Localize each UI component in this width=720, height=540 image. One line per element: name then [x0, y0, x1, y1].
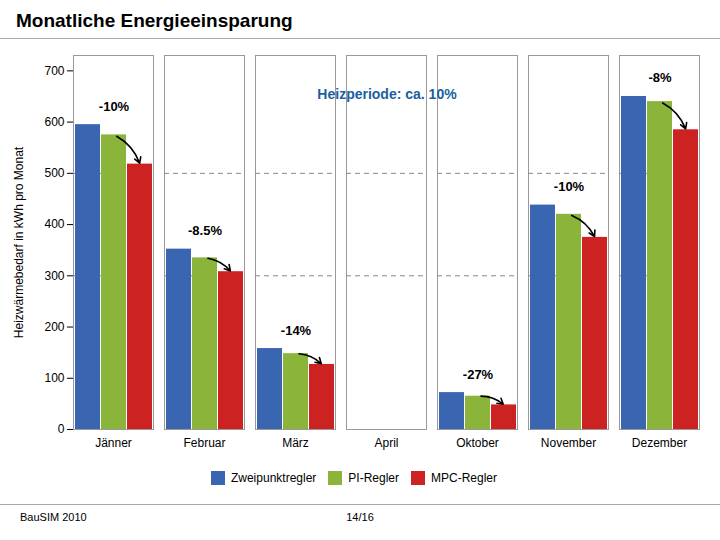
svg-text:Februar: Februar: [183, 436, 225, 450]
html-text:14/16: 14/16: [346, 511, 374, 523]
svg-text:600: 600: [44, 115, 64, 129]
svg-text:Heizperiode: ca. 10%: Heizperiode: ca. 10%: [317, 86, 457, 102]
svg-text:400: 400: [44, 217, 64, 231]
svg-text:Heizwärmebedarf in kWh pro Mon: Heizwärmebedarf in kWh pro Monat: [12, 146, 26, 338]
svg-text:Dezember: Dezember: [632, 436, 687, 450]
svg-text:-10%: -10%: [99, 99, 130, 114]
svg-text:November: November: [541, 436, 596, 450]
svg-text:200: 200: [44, 320, 64, 334]
svg-text:Jänner: Jänner: [95, 436, 132, 450]
svg-text:-8.5%: -8.5%: [188, 223, 222, 238]
svg-text:300: 300: [44, 269, 64, 283]
html-text:MPC-Regler: MPC-Regler: [431, 470, 497, 485]
svg-text:April: April: [374, 436, 398, 450]
html-text:BauSIM 2010: BauSIM 2010: [20, 511, 87, 523]
html-text:PI-Regler: PI-Regler: [348, 470, 399, 485]
html-text:Zweipunktregler: Zweipunktregler: [231, 470, 317, 485]
svg-text:700: 700: [44, 64, 64, 78]
svg-text:-14%: -14%: [281, 323, 312, 338]
svg-text:März: März: [282, 436, 309, 450]
svg-text:-8%: -8%: [648, 70, 672, 85]
svg-text:100: 100: [44, 371, 64, 385]
svg-text:500: 500: [44, 166, 64, 180]
svg-text:-10%: -10%: [554, 179, 585, 194]
html-text:Monatliche Energieeinsparung: Monatliche Energieeinsparung: [16, 10, 293, 31]
svg-text:-27%: -27%: [463, 367, 494, 382]
svg-text:0: 0: [58, 422, 65, 436]
svg-text:Oktober: Oktober: [456, 436, 499, 450]
